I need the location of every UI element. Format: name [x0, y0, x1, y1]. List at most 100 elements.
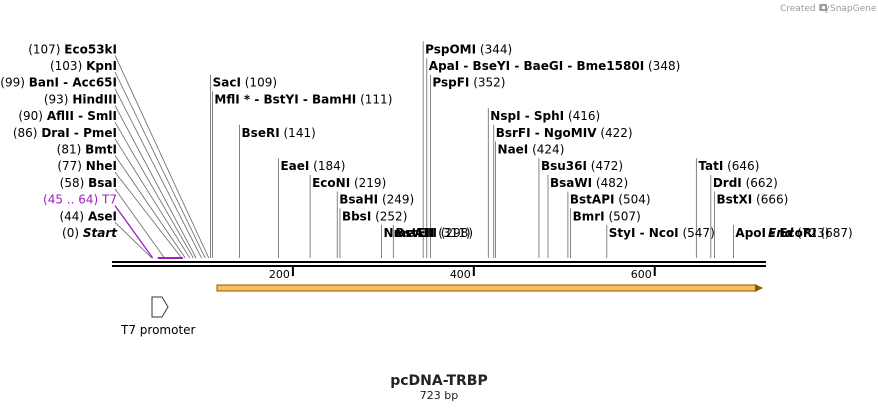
brand-app: SnapGene — [830, 4, 877, 14]
site-position: (416) — [568, 109, 600, 123]
site-label[interactable]: ApaI - BseYI - BaeGI - Bme1580I (348) — [429, 59, 681, 73]
ruler: 200 400 600 — [269, 267, 656, 281]
site-label[interactable]: MflI * - BstYI - BamHI (111) — [214, 92, 392, 106]
site-name: PspFI — [432, 76, 469, 90]
site-position: (111) — [360, 92, 392, 106]
site-name: EaeI — [280, 159, 309, 173]
site-leader-line — [114, 155, 186, 259]
site-label[interactable]: DrdI (662) — [713, 176, 778, 190]
site-position: (109) — [245, 76, 277, 90]
site-label[interactable]: (93) HindIII — [44, 92, 117, 106]
site-label[interactable]: TatI (646) — [698, 159, 759, 173]
site-position: (424) — [532, 143, 564, 157]
site-label[interactable]: (77) NheI — [57, 159, 117, 173]
orf-arrow[interactable] — [216, 284, 763, 292]
site-name: SacI — [213, 76, 241, 90]
site-leader-line — [114, 71, 206, 259]
plasmid-length: 723 bp — [420, 389, 458, 402]
site-name: KpnI — [86, 59, 117, 73]
site-position: (90) — [18, 109, 43, 123]
site-position: (86) — [13, 126, 38, 140]
site-leader-line — [114, 205, 154, 259]
site-position: (687) — [820, 226, 852, 240]
site-label[interactable]: (58) BsaI — [60, 176, 117, 190]
site-label[interactable]: EaeI (184) — [280, 159, 345, 173]
site-label[interactable]: (81) BmtI — [57, 143, 117, 157]
site-label[interactable]: NmeAIII (298) — [384, 226, 473, 240]
plasmid-title: pcDNA-TRBP — [390, 373, 488, 389]
site-name: BanI - Acc65I — [29, 76, 117, 90]
site-label[interactable]: BbsI (252) — [342, 209, 407, 223]
site-name: BbsI — [342, 209, 371, 223]
ruler-tick-label: 400 — [450, 268, 471, 281]
site-leader-line — [114, 105, 197, 259]
site-position: (77) — [57, 159, 82, 173]
site-label[interactable]: NspI - SphI (416) — [490, 109, 600, 123]
site-label[interactable]: BmrI (507) — [573, 209, 641, 223]
site-label[interactable]: (86) DraI - PmeI — [13, 126, 117, 140]
site-leader-line — [114, 55, 210, 259]
site-label[interactable]: BstAPI (504) — [570, 193, 651, 207]
site-position: (352) — [473, 76, 505, 90]
site-name: EcoNI — [312, 176, 350, 190]
site-label[interactable]: BstEII (311) — [395, 226, 470, 240]
site-label[interactable]: NaeI (424) — [498, 143, 565, 157]
site-label[interactable]: BsaHI (249) — [339, 193, 414, 207]
ruler-tick-label: 200 — [269, 268, 290, 281]
site-name: BsaWI — [550, 176, 592, 190]
site-leader-line — [114, 222, 153, 259]
site-name: NheI — [86, 159, 117, 173]
site-position: (482) — [596, 176, 628, 190]
site-name: End — [768, 226, 794, 240]
site-name: MflI * - BstYI - BamHI — [214, 92, 356, 106]
site-label[interactable]: BstXI (666) — [716, 193, 788, 207]
site-label[interactable]: Bsu36I (472) — [541, 159, 623, 173]
site-label[interactable]: End (723) — [768, 226, 829, 240]
site-name: StyI - NcoI — [609, 226, 679, 240]
site-label[interactable]: BsrFI - NgoMIV (422) — [496, 126, 633, 140]
site-position: (184) — [313, 159, 345, 173]
site-position: (311) — [438, 226, 470, 240]
site-name: BstEII — [395, 226, 434, 240]
t7-promoter-label: T7 promoter — [120, 323, 196, 337]
site-position: (472) — [591, 159, 623, 173]
site-name: PspOMI — [425, 42, 476, 56]
site-lines — [114, 41, 734, 259]
site-name: BsaI — [88, 176, 117, 190]
site-label[interactable]: (44) AseI — [59, 209, 117, 223]
site-label[interactable]: (99) BanI - Acc65I — [0, 76, 117, 90]
site-label[interactable]: PspFI (352) — [432, 76, 505, 90]
site-label[interactable]: BsaWI (482) — [550, 176, 628, 190]
site-position: (99) — [0, 76, 25, 90]
site-label[interactable]: EcoNI (219) — [312, 176, 386, 190]
site-leader-line — [114, 88, 202, 259]
site-label[interactable]: ApoI - EcoRI (687) — [735, 226, 852, 240]
site-name: BsaHI — [339, 193, 378, 207]
site-label[interactable]: (0) Start — [62, 226, 118, 240]
site-leader-line — [114, 121, 194, 259]
site-name: ApoI - EcoRI — [735, 226, 816, 240]
site-name: HindIII — [72, 92, 117, 106]
site-label[interactable]: (103) KpnI — [50, 59, 117, 73]
site-position: (252) — [375, 209, 407, 223]
site-label[interactable]: (107) Eco53kI — [28, 42, 117, 56]
site-label[interactable]: (45 .. 64) T7 — [43, 193, 117, 207]
ruler-tick-label: 600 — [631, 268, 652, 281]
site-label[interactable]: PspOMI (344) — [425, 42, 512, 56]
site-position: (723) — [797, 226, 829, 240]
site-position: (298) — [441, 226, 473, 240]
site-position: (141) — [284, 126, 316, 140]
site-label[interactable]: StyI - NcoI (547) — [609, 226, 715, 240]
site-position: (646) — [727, 159, 759, 173]
site-position: (219) — [354, 176, 386, 190]
t7-feature-bar[interactable] — [157, 257, 183, 259]
site-position: (81) — [57, 143, 82, 157]
site-name: NmeAIII — [384, 226, 437, 240]
site-name: Start — [83, 226, 118, 240]
site-label[interactable]: (90) AflII - SmlI — [18, 109, 117, 123]
site-label[interactable]: SacI (109) — [213, 76, 277, 90]
t7-promoter-arrow-icon[interactable] — [151, 296, 169, 318]
site-label[interactable]: BseRI (141) — [242, 126, 316, 140]
site-position: (103) — [50, 59, 82, 73]
